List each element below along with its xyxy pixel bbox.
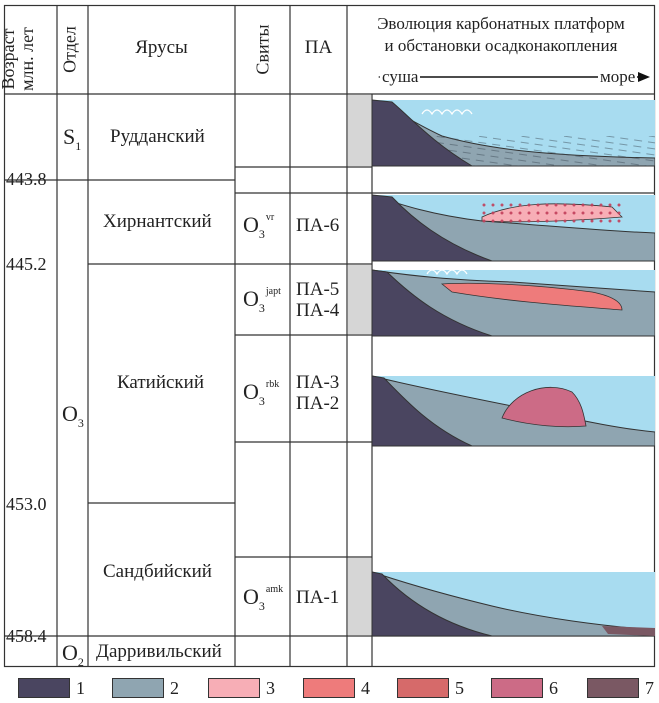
formation-rbk: O3rbk (243, 379, 280, 408)
legend-swatch-1 (18, 678, 70, 698)
header-age: Возраст млн. лет (0, 27, 37, 91)
pa-4: ПА-4 (296, 300, 340, 321)
legend-label-5: 5 (455, 678, 464, 698)
label-land: суша (380, 67, 421, 87)
stage-rhuddanian: Рудданский (110, 126, 205, 147)
legend-label-7: 7 (645, 678, 654, 698)
stage-sandbian: Сандбийский (103, 561, 212, 582)
header-evolution: Эволюция карбонатных платформ и обстановк… (377, 14, 625, 55)
legend-swatch-7 (587, 678, 639, 698)
legend-swatch-3 (208, 678, 260, 698)
stage-hirnantian: Хирнантский (103, 211, 212, 232)
legend-label-2: 2 (170, 678, 179, 698)
formation-amk: O3amk (243, 584, 284, 613)
division-s1: S1 (63, 124, 82, 153)
age-445-2: 445.2 (6, 254, 47, 274)
stage-katian: Катийский (117, 372, 205, 393)
pa-6: ПА-6 (296, 215, 340, 236)
gap-shading (348, 95, 371, 635)
division-o2: O2 (62, 640, 84, 669)
legend-label-3: 3 (266, 678, 275, 698)
panel-rhuddanian (372, 99, 655, 167)
age-453-0: 453.0 (6, 494, 47, 514)
header-stages: Ярусы (135, 37, 188, 58)
panel-hirnantian (372, 194, 655, 262)
platform-panels (372, 99, 655, 637)
pa-2: ПА-2 (296, 393, 340, 414)
pa-1: ПА-1 (296, 587, 340, 608)
age-458-4: 458.4 (6, 626, 47, 646)
stage-darriwilian: Дарривильский (96, 641, 222, 662)
header-division: Отдел (59, 26, 80, 73)
header-formations: Свиты (252, 24, 273, 75)
legend-label-1: 1 (76, 678, 85, 698)
formation-japt: O3japt (243, 286, 281, 315)
label-sea: море (598, 67, 638, 87)
legend-swatch-5 (397, 678, 449, 698)
legend-label-4: 4 (361, 678, 370, 698)
header-pa: ПА (304, 37, 333, 58)
legend-label-6: 6 (549, 678, 558, 698)
panel-katian-upper (372, 269, 655, 337)
pa-5: ПА-5 (296, 279, 340, 300)
panel-sandbian (372, 571, 655, 637)
legend-swatch-4 (303, 678, 355, 698)
legend-swatch-2 (112, 678, 164, 698)
pa-3: ПА-3 (296, 372, 340, 393)
division-o3: O3 (62, 401, 84, 430)
legend-swatch-6 (491, 678, 543, 698)
panel-katian-lower (372, 375, 655, 447)
age-443-8: 443.8 (6, 169, 47, 189)
formation-vr: O3vr (243, 212, 275, 241)
